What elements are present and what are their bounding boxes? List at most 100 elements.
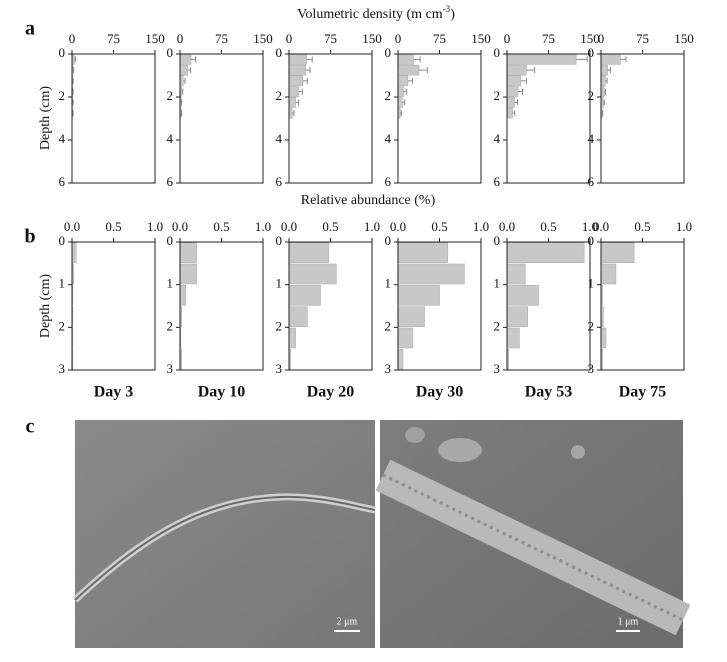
y-tick-label: 2 bbox=[588, 88, 595, 103]
bar bbox=[397, 54, 414, 65]
x-tick-label: 75 bbox=[215, 31, 228, 46]
bar bbox=[397, 327, 414, 349]
y-tick-label: 3 bbox=[167, 361, 174, 376]
y-tick-label: 4 bbox=[494, 131, 501, 146]
day-label: Day 30 bbox=[416, 384, 464, 401]
x-tick-label: 150 bbox=[471, 31, 491, 46]
y-tick-label: 1 bbox=[276, 276, 283, 291]
bar bbox=[397, 306, 425, 327]
y-tick-label: 2 bbox=[167, 88, 174, 103]
y-tick-label: 2 bbox=[385, 88, 392, 103]
x-tick-label: 75 bbox=[542, 31, 555, 46]
panel-label: c bbox=[26, 416, 35, 438]
x-tick-label: 1.0 bbox=[364, 219, 380, 234]
panel-label: b bbox=[24, 226, 35, 248]
bar bbox=[397, 263, 465, 285]
bar bbox=[506, 97, 515, 108]
y-tick-label: 3 bbox=[276, 361, 283, 376]
scale-bar-label: 1 μm bbox=[618, 616, 639, 627]
bar bbox=[600, 54, 621, 65]
y-tick-label: 0 bbox=[276, 45, 283, 60]
y-tick-label: 3 bbox=[59, 361, 66, 376]
y-tick-label: 2 bbox=[494, 88, 501, 103]
x-tick-label: 0.0 bbox=[499, 219, 515, 234]
y-tick-label: 0 bbox=[385, 233, 392, 248]
x-axis-title-suffix: ) bbox=[450, 7, 455, 22]
x-axis-title: Volumetric density (m cm-3) bbox=[297, 4, 455, 22]
y-tick-label: 3 bbox=[385, 361, 392, 376]
bar bbox=[506, 285, 539, 306]
day-label: Day 53 bbox=[525, 384, 573, 401]
x-tick-label: 1.0 bbox=[255, 219, 271, 234]
bar bbox=[397, 349, 404, 370]
x-tick-label: 0.5 bbox=[540, 219, 556, 234]
sem-image-right bbox=[375, 420, 691, 648]
y-tick-label: 0 bbox=[385, 45, 392, 60]
day-label: Day 3 bbox=[94, 384, 134, 401]
bar bbox=[600, 75, 606, 87]
x-tick-label: 1.0 bbox=[582, 219, 598, 234]
x-tick-label: 0.5 bbox=[322, 219, 338, 234]
y-tick-label: 1 bbox=[59, 276, 66, 291]
x-axis-title-text: Volumetric density (m cm bbox=[297, 7, 443, 22]
x-tick-label: 1.0 bbox=[473, 219, 489, 234]
bar bbox=[179, 285, 187, 306]
y-tick-label: 0 bbox=[588, 233, 595, 248]
y-tick-label: 2 bbox=[494, 318, 501, 333]
x-tick-label: 0.0 bbox=[281, 219, 297, 234]
x-tick-label: 150 bbox=[145, 31, 165, 46]
y-tick-label: 0 bbox=[494, 45, 501, 60]
bar bbox=[506, 64, 527, 76]
x-tick-label: 0 bbox=[286, 31, 293, 46]
bar bbox=[179, 54, 192, 65]
y-tick-label: 4 bbox=[59, 131, 66, 146]
bar bbox=[506, 107, 513, 119]
x-tick-label: 0 bbox=[69, 31, 76, 46]
bar bbox=[506, 306, 528, 327]
y-tick-label: 2 bbox=[385, 318, 392, 333]
x-tick-label: 75 bbox=[636, 31, 649, 46]
superscript: -3 bbox=[443, 4, 451, 14]
y-tick-label: 2 bbox=[276, 318, 283, 333]
x-tick-label: 0.5 bbox=[634, 219, 650, 234]
y-tick-label: 3 bbox=[494, 361, 501, 376]
bar bbox=[288, 263, 337, 285]
x-tick-label: 75 bbox=[107, 31, 120, 46]
bar bbox=[179, 242, 197, 263]
plot-frame bbox=[71, 241, 156, 371]
x-tick-label: 0.0 bbox=[593, 219, 609, 234]
y-tick-label: 0 bbox=[59, 233, 66, 248]
y-tick-label: 2 bbox=[59, 318, 66, 333]
bar bbox=[397, 75, 409, 87]
bar bbox=[600, 327, 607, 349]
y-tick-label: 1 bbox=[167, 276, 174, 291]
y-axis-title: Depth (cm) bbox=[38, 86, 53, 150]
y-tick-label: 4 bbox=[167, 131, 174, 146]
bar bbox=[397, 86, 404, 97]
y-tick-label: 1 bbox=[588, 276, 595, 291]
x-tick-label: 0 bbox=[177, 31, 184, 46]
x-tick-label: 75 bbox=[324, 31, 337, 46]
x-tick-label: 150 bbox=[674, 31, 694, 46]
y-tick-label: 1 bbox=[385, 276, 392, 291]
panel-label: a bbox=[25, 18, 35, 40]
plot-frame bbox=[179, 53, 264, 184]
y-tick-label: 2 bbox=[588, 318, 595, 333]
bar bbox=[600, 64, 608, 76]
y-tick-label: 6 bbox=[59, 174, 66, 189]
x-tick-label: 1.0 bbox=[676, 219, 692, 234]
y-tick-label: 6 bbox=[494, 174, 501, 189]
bar bbox=[600, 263, 617, 285]
day-label: Day 75 bbox=[619, 384, 667, 401]
y-tick-label: 4 bbox=[276, 131, 283, 146]
y-tick-label: 0 bbox=[276, 233, 283, 248]
bar bbox=[506, 86, 519, 97]
x-tick-label: 150 bbox=[253, 31, 273, 46]
x-tick-label: 0.0 bbox=[64, 219, 80, 234]
x-axis-title: Relative abundance (%) bbox=[301, 193, 436, 208]
y-tick-label: 6 bbox=[167, 174, 174, 189]
y-axis-title: Depth (cm) bbox=[38, 274, 53, 338]
x-tick-label: 0.5 bbox=[105, 219, 121, 234]
day-label: Day 20 bbox=[307, 384, 355, 401]
